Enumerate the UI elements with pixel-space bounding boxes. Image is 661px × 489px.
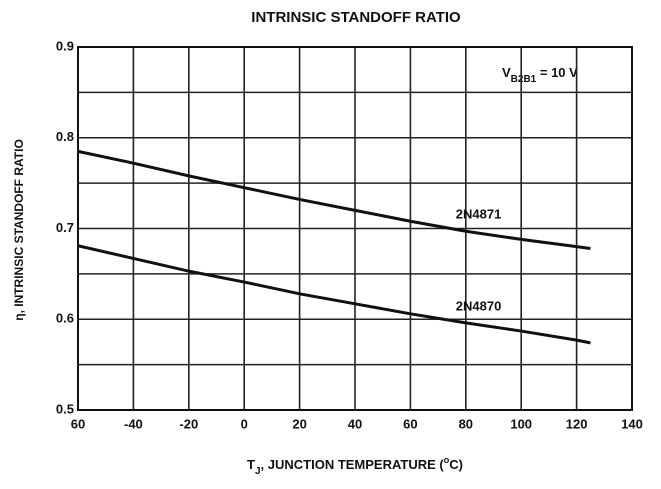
y-tick-label: 0.5 bbox=[56, 401, 74, 416]
x-label-rest: , JUNCTION TEMPERATURE ( bbox=[261, 457, 445, 472]
x-tick-label: 100 bbox=[510, 416, 532, 431]
y-tick-label: 0.7 bbox=[56, 220, 74, 235]
x-axis-label: TJ, JUNCTION TEMPERATURE (oC) bbox=[247, 455, 463, 477]
y-tick-label: 0.8 bbox=[56, 129, 74, 144]
x-tick-label: 20 bbox=[292, 416, 306, 431]
annotation: VB2B1 = 10 V bbox=[502, 65, 578, 85]
x-tick-label: 0 bbox=[241, 416, 248, 431]
x-tick-label: 120 bbox=[566, 416, 588, 431]
x-tick-label: -40 bbox=[124, 416, 143, 431]
x-tick-label: -20 bbox=[179, 416, 198, 431]
y-axis-label: η, INTRINSIC STANDOFF RATIO bbox=[12, 139, 26, 321]
x-label-main: T bbox=[247, 457, 255, 472]
annotation-main: V bbox=[502, 65, 511, 80]
x-tick-label: 140 bbox=[621, 416, 643, 431]
annotation-sub: B2B1 bbox=[511, 74, 537, 85]
series-line bbox=[77, 244, 591, 345]
y-tick-label: 0.9 bbox=[56, 38, 74, 53]
x-tick-label: 60 bbox=[71, 416, 85, 431]
x-label-sup: o bbox=[444, 455, 450, 465]
series-label: 2N4870 bbox=[456, 298, 502, 313]
plot-frame bbox=[77, 46, 633, 411]
chart-title: INTRINSIC STANDOFF RATIO bbox=[251, 9, 461, 26]
series-label: 2N4871 bbox=[456, 207, 502, 222]
y-tick-label: 0.6 bbox=[56, 311, 74, 326]
x-tick-label: 40 bbox=[348, 416, 362, 431]
x-label-end: C) bbox=[449, 457, 463, 472]
series-line bbox=[77, 149, 591, 250]
x-tick-label: 60 bbox=[403, 416, 417, 431]
x-tick-label: 80 bbox=[459, 416, 473, 431]
annotation-rest: = 10 V bbox=[536, 65, 578, 80]
x-label-sub: J bbox=[255, 466, 261, 477]
